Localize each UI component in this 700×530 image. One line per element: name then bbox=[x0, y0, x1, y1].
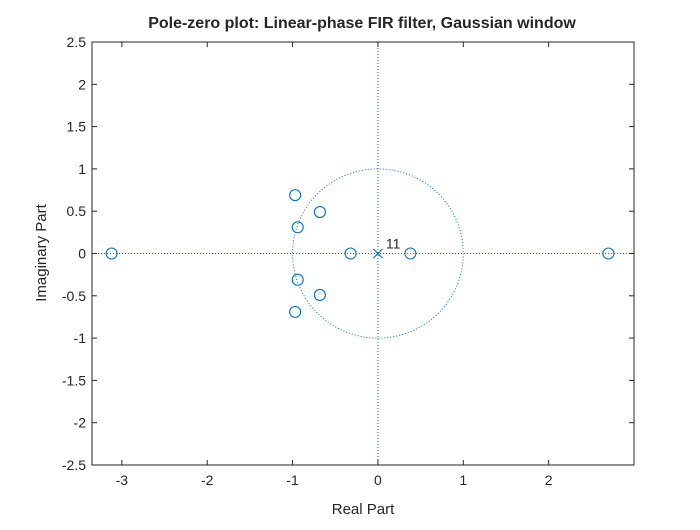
zero-marker bbox=[291, 273, 304, 286]
x-tick-label: -3 bbox=[116, 472, 129, 488]
unit-circle bbox=[292, 168, 464, 339]
zero-marker bbox=[602, 247, 615, 260]
y-tick-label: -0.5 bbox=[62, 288, 86, 304]
zero-marker bbox=[313, 205, 326, 219]
y-tick-label: -2.5 bbox=[62, 457, 86, 473]
y-tick-label: -1.5 bbox=[62, 372, 86, 388]
y-tick-label: 2 bbox=[78, 76, 86, 92]
x-tick-label: 0 bbox=[374, 472, 382, 488]
y-tick-label: 1 bbox=[78, 161, 86, 177]
pole-marker bbox=[373, 248, 383, 259]
x-tick-label: 1 bbox=[459, 472, 467, 488]
x-tick-label: -1 bbox=[286, 472, 299, 488]
zero-marker bbox=[344, 247, 357, 260]
pole-multiplicity-label: 11 bbox=[386, 236, 401, 252]
zero-marker bbox=[105, 247, 118, 260]
chart-title: Pole-zero plot: Linear-phase FIR filter,… bbox=[148, 15, 576, 32]
zero-marker bbox=[291, 221, 304, 234]
zero-marker bbox=[289, 305, 302, 318]
y-tick-label: 0.5 bbox=[67, 203, 87, 219]
y-axis-label: Imaginary Part bbox=[33, 203, 50, 301]
y-tick-label: 2.5 bbox=[67, 34, 87, 50]
zero-marker bbox=[313, 288, 326, 302]
zero-marker bbox=[404, 247, 417, 260]
zero-marker bbox=[289, 189, 302, 202]
x-axis-label: Real Part bbox=[332, 501, 395, 518]
y-tick-label: -2 bbox=[74, 415, 87, 431]
y-tick-label: -1 bbox=[74, 330, 87, 346]
y-tick-label: 1.5 bbox=[67, 119, 87, 135]
x-tick-label: 2 bbox=[545, 472, 553, 488]
x-tick-label: -2 bbox=[201, 472, 214, 488]
y-tick-label: 0 bbox=[78, 246, 86, 262]
